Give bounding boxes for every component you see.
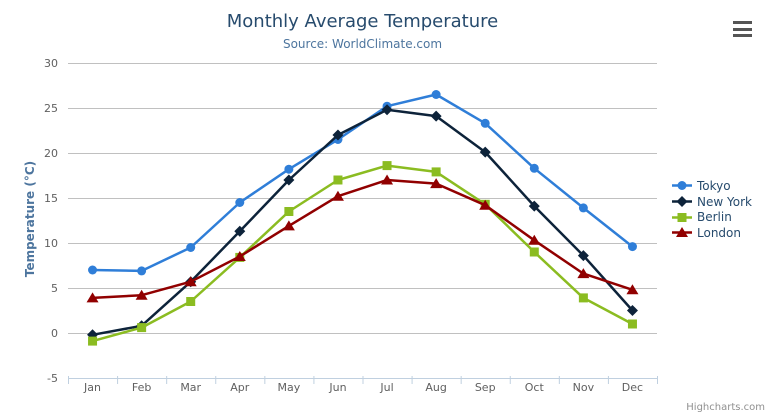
data-point[interactable] <box>333 175 343 185</box>
data-point[interactable] <box>284 207 294 216</box>
legend: Tokyo New York Berlin London <box>672 178 752 241</box>
data-point[interactable] <box>88 265 98 275</box>
data-point[interactable] <box>431 167 441 177</box>
hamburger-menu-icon <box>733 21 752 24</box>
y-tick-label: 30 <box>44 57 58 70</box>
legend-item-london[interactable]: London <box>672 225 752 241</box>
legend-item-label: Berlin <box>697 210 732 225</box>
data-point[interactable] <box>186 243 196 252</box>
data-point[interactable] <box>184 276 197 287</box>
diamond-marker <box>676 196 688 208</box>
data-point[interactable] <box>283 174 295 186</box>
x-tick-label: Oct <box>525 381 545 394</box>
series-line-new-york[interactable] <box>91 108 634 337</box>
data-point[interactable] <box>577 268 590 279</box>
data-point[interactable] <box>529 247 539 257</box>
data-point[interactable] <box>627 242 637 252</box>
y-tick-label: 0 <box>51 327 58 340</box>
y-tick-label: 5 <box>51 282 58 295</box>
data-point[interactable] <box>480 118 490 128</box>
series-london <box>86 174 639 303</box>
data-point[interactable] <box>381 104 393 116</box>
data-point[interactable] <box>186 297 196 306</box>
data-point[interactable] <box>529 163 539 173</box>
x-tick-label: Jun <box>328 381 346 394</box>
data-point[interactable] <box>430 110 442 122</box>
legend-item-tokyo[interactable]: Tokyo <box>672 178 752 194</box>
legend-item-berlin[interactable]: Berlin <box>672 209 752 225</box>
data-point[interactable] <box>282 220 295 231</box>
triangle-legend-marker-icon <box>672 227 692 238</box>
data-point[interactable] <box>626 305 638 316</box>
data-point[interactable] <box>577 250 589 262</box>
square-legend-marker-icon <box>672 212 692 222</box>
x-tick-label: Apr <box>230 381 250 394</box>
legend-item-label: New York <box>697 194 752 209</box>
data-point[interactable] <box>578 203 588 213</box>
series-new-york <box>87 104 638 341</box>
x-tick-label: Feb <box>132 381 151 394</box>
data-point[interactable] <box>137 266 147 276</box>
data-point[interactable] <box>135 289 148 300</box>
data-point[interactable] <box>234 225 246 237</box>
data-point[interactable] <box>331 190 344 201</box>
series-line-tokyo[interactable] <box>91 93 634 273</box>
data-point[interactable] <box>137 323 147 333</box>
data-point[interactable] <box>332 129 344 141</box>
x-tick-label: Jul <box>379 381 393 394</box>
data-point[interactable] <box>626 284 639 295</box>
y-tick-label: 15 <box>44 192 58 205</box>
y-tick-label: 20 <box>44 147 58 160</box>
hamburger-menu-icon <box>733 34 752 37</box>
credits-link[interactable]: Highcharts.com <box>686 402 765 413</box>
data-point[interactable] <box>284 164 294 174</box>
circle-legend-marker-icon <box>672 181 692 191</box>
y-tick-label: -5 <box>47 372 58 385</box>
data-point[interactable] <box>627 319 637 329</box>
x-tick-label: Mar <box>180 381 201 394</box>
hamburger-menu-icon <box>733 27 752 31</box>
legend-item-label: Tokyo <box>697 178 731 193</box>
data-point[interactable] <box>86 292 99 303</box>
square-marker <box>677 212 687 222</box>
circle-marker <box>677 181 687 191</box>
x-tick-label: Jan <box>83 381 101 394</box>
x-tick-label: Nov <box>573 381 595 394</box>
y-tick-label: 10 <box>44 237 58 250</box>
x-tick-label: Aug <box>425 381 446 394</box>
x-tick-label: Dec <box>622 381 643 394</box>
series-line-berlin[interactable] <box>91 164 634 343</box>
data-point[interactable] <box>88 336 98 346</box>
data-point[interactable] <box>233 251 246 261</box>
data-point[interactable] <box>430 178 443 189</box>
chart-subtitle: Source: WorldClimate.com <box>282 37 443 51</box>
series-tokyo <box>88 90 637 276</box>
data-point[interactable] <box>479 146 491 158</box>
data-point[interactable] <box>528 234 541 245</box>
data-point[interactable] <box>235 198 245 207</box>
series-line-london[interactable] <box>91 178 634 300</box>
legend-item-label: London <box>697 225 741 240</box>
legend-item-new-york[interactable]: New York <box>672 194 752 210</box>
chart-title: Monthly Average Temperature <box>226 11 499 32</box>
triangle-marker <box>676 227 688 238</box>
x-tick-label: May <box>278 381 301 394</box>
x-tick-label: Sep <box>475 381 496 394</box>
y-tick-label: 25 <box>44 102 58 115</box>
context-menu-button[interactable] <box>733 21 752 37</box>
diamond-legend-marker-icon <box>672 196 692 208</box>
data-point[interactable] <box>528 200 540 212</box>
data-point[interactable] <box>382 161 392 171</box>
data-point[interactable] <box>431 90 441 99</box>
data-point[interactable] <box>578 293 588 303</box>
data-point[interactable] <box>479 199 492 210</box>
data-point[interactable] <box>381 174 394 185</box>
